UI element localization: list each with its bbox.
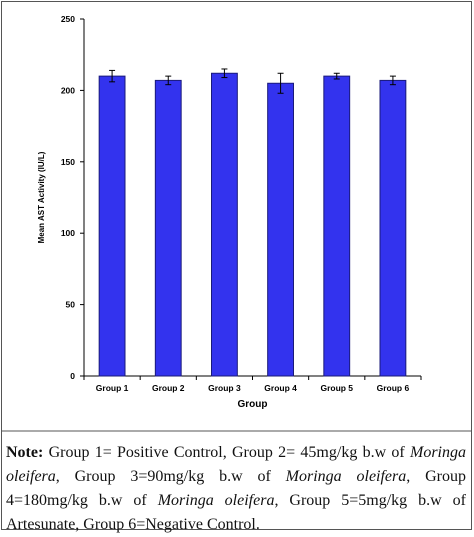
- species-name: Moringa oleifera: [6, 444, 466, 485]
- y-tick-label: 0: [70, 371, 75, 381]
- x-axis-label: Group: [238, 399, 268, 410]
- bar: [154, 79, 182, 377]
- species-name: Moringa oleifera: [285, 468, 407, 485]
- note-segment: , Group 4=180mg/kg b.w of: [6, 468, 466, 509]
- plot-area: 0 50 100 150 200 250 Group 1 Group 2 Group 3 Grou…: [61, 14, 422, 393]
- y-tick-label: 100: [61, 228, 75, 238]
- bar: [267, 82, 295, 377]
- bar: [210, 72, 238, 377]
- x-tick-label: Group 5: [320, 383, 353, 393]
- note-label: Note:: [6, 444, 44, 461]
- x-tick-label: Group 6: [377, 383, 410, 393]
- y-tick-label: 250: [61, 14, 75, 24]
- figure-note: Note: Group 1= Positive Control, Group 2…: [6, 441, 466, 537]
- x-tick-label: Group 3: [208, 383, 241, 393]
- x-tick-label: Group 1: [96, 383, 129, 393]
- x-tick-label: Group 4: [264, 383, 297, 393]
- bar: [379, 79, 407, 377]
- bar: [98, 75, 126, 377]
- note-segment: , Group 3=90mg/kg b.w of: [55, 468, 286, 485]
- bar-chart: 0 50 100 150 200 250 Group 1 Group 2 Group 3 Grou…: [2, 14, 472, 432]
- y-tick-label: 50: [66, 300, 76, 310]
- note-segment: , Group 5=5mg/kg b.w of Artesunate, Grou…: [6, 492, 466, 533]
- species-name: Moringa oleifera: [157, 492, 275, 509]
- note-text: Group 1= Positive Control, Group 2= 45mg…: [6, 444, 466, 533]
- y-axis-label: Mean AST Activity (IU/L): [37, 151, 46, 243]
- x-tick-label: Group 2: [152, 383, 185, 393]
- y-tick-label: 200: [61, 85, 75, 95]
- bar: [323, 75, 351, 377]
- y-tick-label: 150: [61, 157, 75, 167]
- note-segment: Group 1= Positive Control, Group 2= 45mg…: [43, 444, 410, 461]
